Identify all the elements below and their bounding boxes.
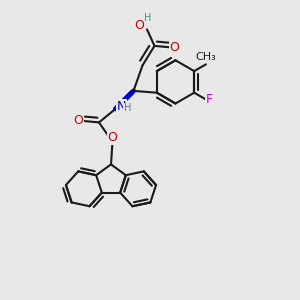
Text: F: F [206,93,213,106]
Text: O: O [108,131,117,144]
Text: O: O [73,114,83,128]
Text: CH₃: CH₃ [196,52,216,62]
Text: O: O [170,41,179,54]
Text: H: H [144,13,152,23]
Text: O: O [135,19,144,32]
Text: H: H [124,103,131,113]
Text: N: N [117,100,126,113]
